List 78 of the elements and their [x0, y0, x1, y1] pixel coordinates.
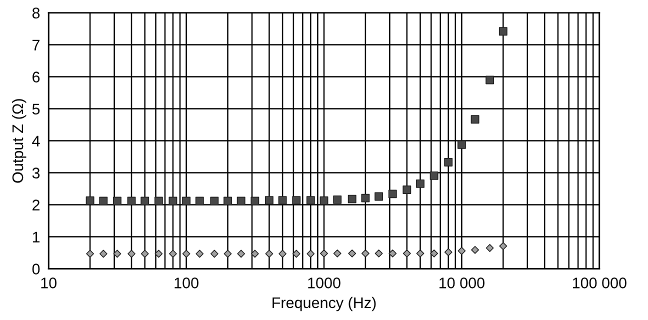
x-tick-label: 100: [174, 278, 198, 288]
point: [196, 250, 204, 258]
point: [499, 242, 508, 250]
x-tick-label: 10 000: [440, 278, 484, 288]
x-axis-title: Frequency (Hz): [272, 296, 376, 312]
point: [306, 250, 315, 258]
point: [99, 250, 108, 258]
point: [86, 250, 94, 258]
point: [486, 76, 494, 84]
point: [471, 246, 480, 254]
x-tick-label: 100 000: [572, 278, 626, 288]
point: [168, 250, 177, 258]
point: [224, 196, 232, 206]
point: [292, 250, 300, 258]
x-tick-label: 10: [41, 278, 56, 288]
point: [182, 196, 191, 206]
point: [361, 249, 370, 258]
y-tick-label: 3: [32, 168, 40, 178]
point: [140, 196, 150, 206]
y-tick-label: 4: [32, 136, 40, 146]
y-tick-label: 1: [32, 232, 40, 242]
point: [140, 250, 149, 258]
point: [237, 250, 246, 258]
point: [457, 140, 466, 149]
y-tick-label: 5: [32, 104, 40, 114]
point: [444, 158, 453, 166]
point: [264, 196, 274, 205]
point: [112, 196, 122, 206]
point: [388, 249, 397, 258]
point: [154, 250, 163, 258]
y-axis-title: Output Z (Ω): [12, 99, 26, 183]
point: [278, 250, 287, 258]
point: [320, 249, 328, 258]
y-tick-label: 0: [32, 264, 40, 274]
point: [416, 179, 424, 188]
point: [320, 196, 328, 205]
point: [195, 196, 204, 206]
point: [210, 250, 218, 258]
point: [250, 250, 259, 258]
point: [333, 195, 342, 204]
point: [182, 250, 190, 258]
point: [210, 196, 219, 206]
point: [86, 196, 94, 205]
point: [430, 249, 438, 258]
point: [430, 171, 438, 180]
point: [458, 246, 466, 255]
point: [402, 249, 411, 258]
point: [113, 250, 122, 258]
point: [361, 194, 370, 202]
point: [374, 249, 383, 258]
point: [224, 250, 232, 258]
point: [154, 196, 163, 206]
point: [374, 192, 384, 201]
point: [348, 194, 356, 204]
point: [402, 186, 412, 194]
point: [470, 115, 480, 124]
point: [99, 196, 108, 206]
point: [486, 244, 494, 252]
y-tick-label: 2: [32, 200, 40, 210]
point: [444, 248, 452, 256]
point: [127, 196, 136, 206]
point: [292, 196, 301, 205]
x-tick-label: 1000: [308, 278, 340, 288]
point: [278, 196, 287, 205]
point: [236, 196, 246, 206]
point: [348, 249, 356, 258]
y-tick-label: 7: [32, 40, 40, 50]
point: [306, 196, 315, 205]
point: [416, 249, 424, 258]
point: [168, 196, 178, 206]
point: [128, 250, 136, 258]
point: [250, 196, 260, 206]
point: [388, 190, 397, 198]
y-tick-label: 6: [32, 72, 40, 82]
point: [265, 250, 274, 258]
point: [498, 27, 508, 36]
point: [333, 249, 342, 258]
y-tick-label: 8: [32, 8, 40, 18]
